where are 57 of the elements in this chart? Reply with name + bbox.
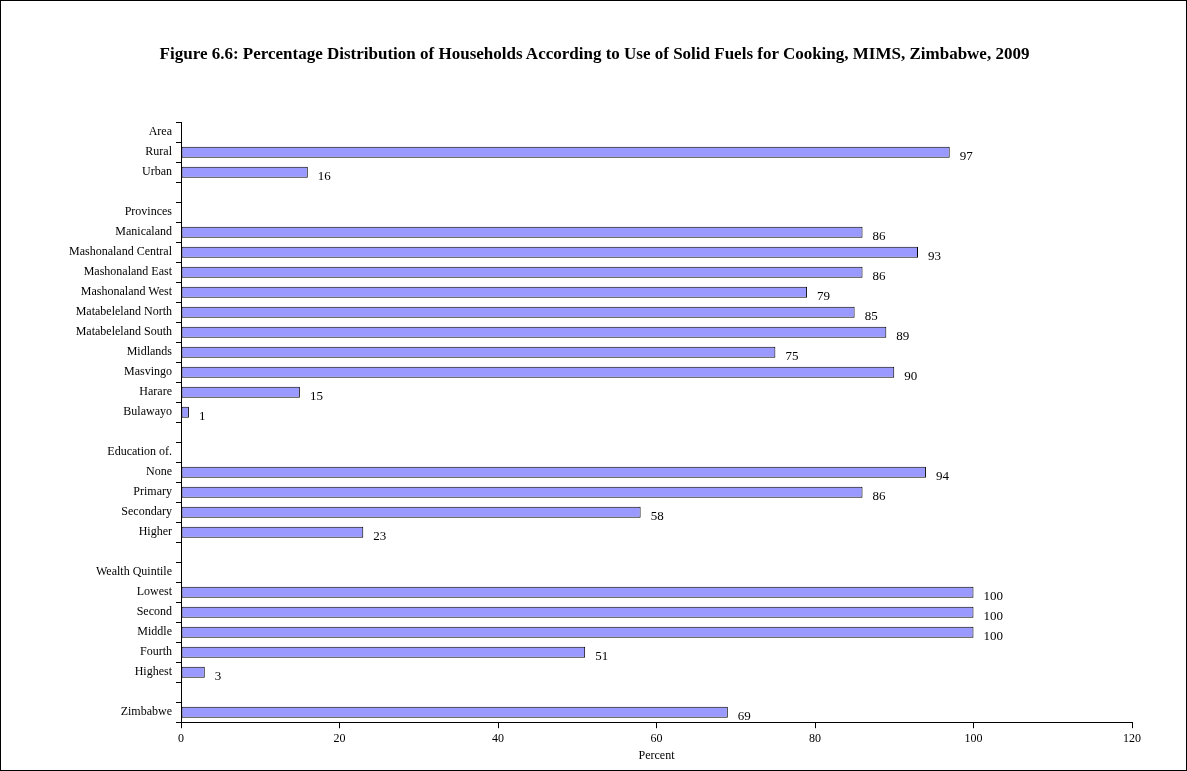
- y-tick-label: Mashonaland Central: [69, 244, 173, 259]
- y-tick-label: Zimbabwe: [120, 704, 172, 719]
- data-label: 86: [872, 487, 887, 503]
- y-tick-label: Midlands: [126, 344, 173, 359]
- data-label: 58: [650, 507, 664, 523]
- x-tick-label: 80: [809, 730, 821, 745]
- y-tick-label: Rural: [145, 144, 173, 159]
- x-axis-title: Percent: [638, 747, 676, 762]
- y-tick-label: Mashonaland East: [83, 264, 173, 279]
- y-tick-label: Bulawayo: [123, 404, 172, 419]
- data-label: 75: [785, 347, 799, 363]
- y-tick-label: Second: [136, 604, 172, 619]
- y-tick-label: Mashonaland West: [80, 284, 173, 299]
- data-label: 93: [928, 247, 942, 263]
- data-label: 23: [373, 527, 387, 543]
- x-tick-label: 0: [178, 730, 184, 745]
- data-label: 69: [737, 707, 751, 723]
- y-tick-label: Highest: [134, 664, 173, 679]
- y-tick-label: Primary: [133, 484, 172, 499]
- data-label: 97: [959, 147, 974, 163]
- data-label: 85: [864, 307, 878, 323]
- data-label: 51: [595, 647, 609, 663]
- data-label: 86: [872, 227, 887, 243]
- data-label: 100: [983, 587, 1003, 603]
- y-tick-label: Middle: [137, 624, 172, 639]
- y-tick-label: None: [146, 464, 172, 479]
- y-tick-label: Urban: [142, 164, 172, 179]
- y-tick-label: Harare: [139, 384, 172, 399]
- data-label: 86: [872, 267, 887, 283]
- y-tick-label: Wealth Quintile: [95, 564, 172, 579]
- y-tick-label: Matabeleland South: [75, 324, 172, 339]
- y-tick-label: Manicaland: [115, 224, 172, 239]
- y-tick-label: Secondary: [121, 504, 172, 519]
- x-tick-label: 60: [650, 730, 663, 745]
- y-tick-label: Masvingo: [124, 364, 172, 379]
- data-label: 1: [198, 407, 206, 423]
- data-label: 89: [896, 327, 910, 343]
- x-tick-label: 20: [333, 730, 346, 745]
- data-label: 100: [983, 607, 1003, 623]
- data-label: 15: [309, 387, 323, 403]
- y-tick-label: Education of.: [107, 444, 172, 459]
- x-tick-label: 100: [964, 730, 983, 745]
- y-tick-label: Lowest: [136, 584, 173, 599]
- y-tick-label: Area: [148, 124, 173, 139]
- x-tick-label: 120: [1123, 730, 1141, 745]
- data-label: 100: [983, 627, 1003, 643]
- y-tick-label: Fourth: [139, 644, 172, 659]
- data-label: 79: [817, 287, 831, 303]
- data-label: 90: [904, 367, 918, 383]
- data-label: 94: [935, 467, 950, 483]
- data-label: 3: [214, 667, 222, 683]
- y-tick-label: Higher: [138, 524, 172, 539]
- x-tick-label: 40: [492, 730, 504, 745]
- data-label: 16: [317, 167, 332, 183]
- chart-title: Figure 6.6: Percentage Distribution of Households According to Use of Solid Fuels for Cooking, MIMS, Zimbabwe, 2009: [158, 44, 1031, 64]
- y-tick-label: Provinces: [124, 204, 173, 219]
- y-tick-label: Matabeleland North: [75, 304, 172, 319]
